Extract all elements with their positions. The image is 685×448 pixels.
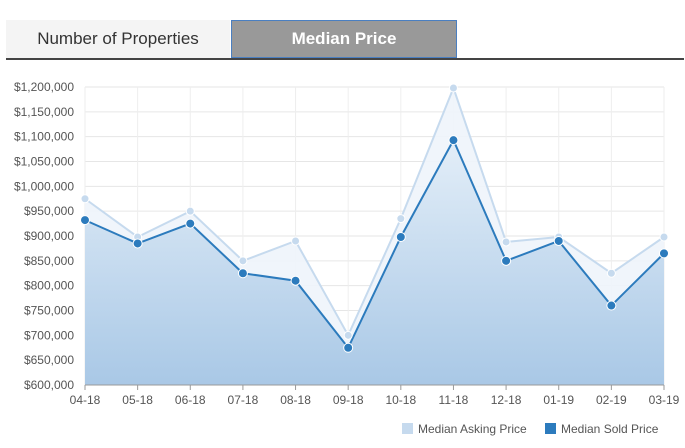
legend-swatch-asking: [402, 423, 413, 434]
y-tick-label: $1,000,000: [14, 179, 74, 193]
x-tick-label: 07-18: [228, 393, 259, 407]
y-tick-label: $650,000: [24, 353, 74, 367]
x-tick-label: 12-18: [491, 393, 522, 407]
point-median-sold-price: [343, 342, 354, 353]
point-median-sold-price: [659, 248, 669, 259]
x-tick-label: 02-19: [596, 393, 627, 407]
x-tick-label: 10-18: [385, 393, 416, 407]
point-median-asking-price: [396, 214, 406, 224]
x-tick-label: 08-18: [280, 393, 311, 407]
line-median-sold-price: [84, 137, 665, 350]
point-median-asking-price: [448, 83, 458, 93]
point-median-sold-price: [132, 238, 143, 249]
chart-points: [80, 83, 669, 353]
y-tick-label: $950,000: [24, 204, 74, 218]
x-tick-label: 04-18: [70, 393, 101, 407]
point-median-sold-price: [553, 235, 564, 246]
point-median-asking-price: [659, 232, 669, 242]
tab-number-of-properties[interactable]: Number of Properties: [6, 20, 230, 58]
y-tick-label: $600,000: [24, 378, 74, 392]
point-median-asking-price: [80, 194, 90, 204]
x-tick-label: 03-19: [649, 393, 680, 407]
legend-swatch-sold: [545, 423, 556, 434]
x-tick-label: 09-18: [333, 393, 364, 407]
point-median-asking-price: [501, 237, 511, 247]
area-median-sold-price: [85, 140, 664, 385]
point-median-sold-price: [290, 275, 301, 286]
point-median-asking-price: [343, 330, 353, 340]
point-median-sold-price: [606, 300, 617, 311]
point-median-sold-price: [80, 215, 90, 226]
y-tick-label: $900,000: [24, 229, 74, 243]
x-tick-label: 05-18: [122, 393, 153, 407]
y-tick-label: $1,200,000: [14, 80, 74, 94]
x-tick-label: 06-18: [175, 393, 206, 407]
point-median-sold-price: [448, 135, 459, 146]
chart-areas: [85, 87, 664, 385]
chart-axes: $1,200,000 $1,150,000 $1,100,000 $1,050,000…: [14, 80, 680, 407]
y-tick-label: $750,000: [24, 304, 74, 318]
y-tick-label: $1,100,000: [14, 130, 74, 144]
point-median-sold-price: [501, 255, 512, 266]
point-median-sold-price: [185, 218, 196, 229]
chart-lines: [84, 85, 665, 350]
line-median-asking-price: [84, 85, 665, 338]
point-median-asking-price: [606, 268, 616, 278]
legend-label-sold: Median Sold Price: [561, 422, 659, 436]
point-median-sold-price: [237, 268, 248, 279]
y-tick-label: $1,150,000: [14, 105, 74, 119]
y-tick-label: $1,050,000: [14, 155, 74, 169]
x-tick-label: 11-18: [439, 393, 469, 407]
point-median-asking-price: [238, 256, 248, 266]
legend-label-asking: Median Asking Price: [418, 422, 527, 436]
point-median-sold-price: [395, 231, 406, 242]
y-tick-label: $700,000: [24, 328, 74, 342]
tab-median-price[interactable]: Median Price: [231, 20, 457, 58]
y-tick-label: $850,000: [24, 254, 74, 268]
tab-bar: Number of Properties Median Price: [0, 0, 685, 60]
tab-bar-underline: [6, 58, 684, 60]
chart-legend: Median Asking Price Median Sold Price: [402, 422, 659, 436]
median-price-chart: $1,200,000 $1,150,000 $1,100,000 $1,050,000…: [14, 80, 680, 436]
point-median-asking-price: [185, 206, 195, 216]
point-median-asking-price: [291, 236, 301, 246]
y-tick-label: $800,000: [24, 279, 74, 293]
x-tick-label: 01-19: [543, 393, 574, 407]
